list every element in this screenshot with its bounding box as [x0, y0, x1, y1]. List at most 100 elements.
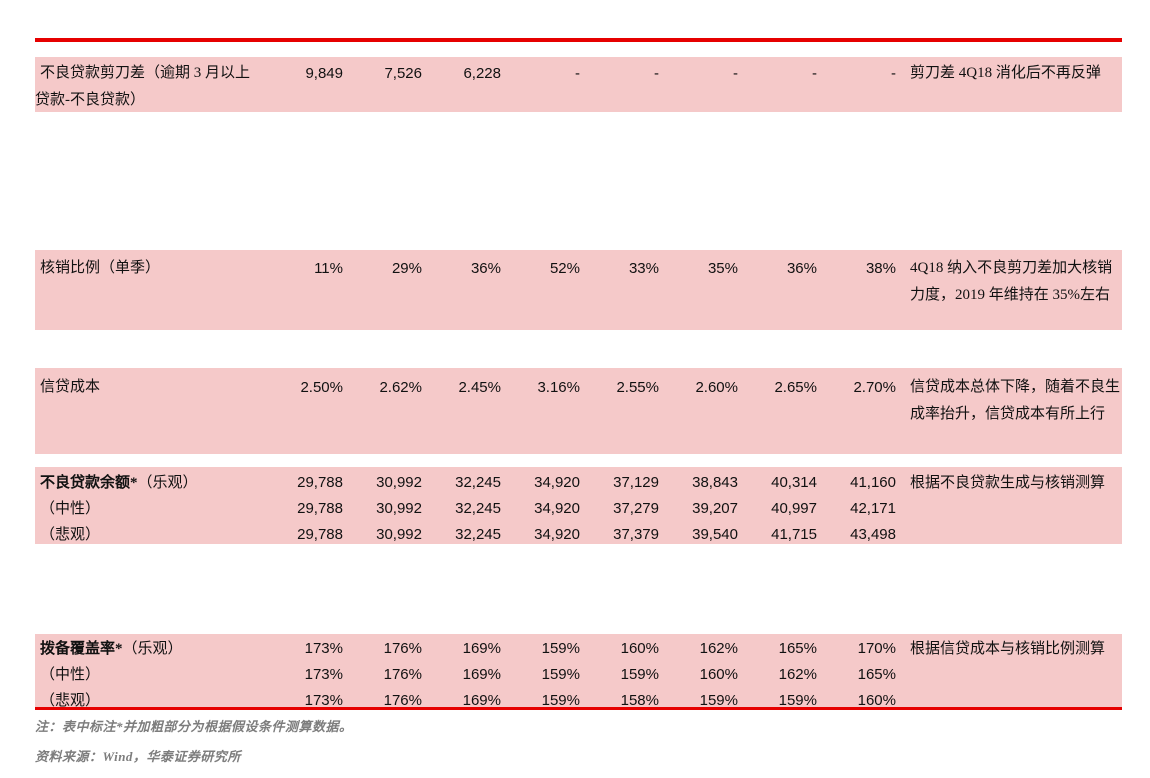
value-cell: 52%: [549, 260, 580, 277]
value-cell: 169%: [462, 666, 501, 683]
table-row: 信贷成本 2.50% 2.62% 2.45% 3.16% 2.55% 2.60%…: [35, 374, 1122, 428]
value-cell: 176%: [383, 640, 422, 657]
value-cell: 37,129: [613, 474, 659, 491]
value-cell: 7,526: [384, 65, 422, 82]
value-cell: 176%: [383, 692, 422, 709]
row-note: 剪刀差 4Q18 消化后不再反弹: [910, 65, 1101, 81]
row-label: 核销比例（单季）: [35, 255, 270, 282]
value-cell: 2.70%: [853, 379, 896, 396]
value-cell: 165%: [778, 640, 817, 657]
value-cell: 162%: [699, 640, 738, 657]
value-cell: 159%: [541, 640, 580, 657]
table-row: 不良贷款余额*（乐观） 29,788 30,992 32,245 34,920 …: [35, 470, 1122, 496]
table-row-group: 不良贷款剪刀差（逾期 3 月以上贷款-不良贷款） 9,849 7,526 6,2…: [35, 57, 1122, 112]
value-cell: 30,992: [376, 526, 422, 543]
value-cell: 2.65%: [774, 379, 817, 396]
value-cell: 29,788: [297, 474, 343, 491]
row-label-text: （乐观）: [122, 641, 183, 657]
value-cell: 42,171: [850, 500, 896, 517]
value-cell: 159%: [541, 666, 580, 683]
value-cell: 30,992: [376, 500, 422, 517]
value-cell: 6,228: [463, 65, 501, 82]
row-label-text: （悲观）: [40, 693, 101, 709]
row-label: （中性）: [35, 662, 270, 688]
value-cell: 35%: [707, 260, 738, 277]
row-label: 拨备覆盖率*（乐观）: [35, 636, 270, 662]
row-label: （悲观）: [35, 688, 270, 714]
row-label: （悲观）: [35, 522, 270, 548]
table-bottom-rule: [35, 707, 1122, 710]
value-cell: 165%: [857, 666, 896, 683]
value-cell: 173%: [304, 666, 343, 683]
value-cell: 159%: [620, 666, 659, 683]
value-cell: 43,498: [850, 526, 896, 543]
value-cell: 34,920: [534, 500, 580, 517]
value-cell: 173%: [304, 640, 343, 657]
row-label: 不良贷款剪刀差（逾期 3 月以上贷款-不良贷款）: [35, 60, 270, 114]
row-label-text: （悲观）: [40, 527, 101, 543]
value-cell: 38,843: [692, 474, 738, 491]
table-row: （悲观） 29,788 30,992 32,245 34,920 37,379 …: [35, 522, 1122, 548]
table-row: （悲观） 173% 176% 169% 159% 158% 159% 159% …: [35, 688, 1122, 714]
value-cell: 2.60%: [695, 379, 738, 396]
value-cell: 29%: [391, 260, 422, 277]
row-label-text: 不良贷款剪刀差（逾期 3 月以上贷款-不良贷款）: [35, 65, 251, 108]
table-row-group: 拨备覆盖率*（乐观） 173% 176% 169% 159% 160% 162%…: [35, 634, 1122, 709]
value-cell: 32,245: [455, 474, 501, 491]
row-note: 4Q18 纳入不良剪刀差加大核销力度，2019 年维持在 35%左右: [910, 260, 1113, 303]
value-cell: 2.62%: [379, 379, 422, 396]
value-cell: 41,160: [850, 474, 896, 491]
value-cell: 160%: [620, 640, 659, 657]
row-label-text: 核销比例（单季）: [40, 260, 161, 276]
value-cell: 160%: [857, 692, 896, 709]
value-cell: -: [575, 65, 580, 82]
value-cell: 39,207: [692, 500, 738, 517]
value-cell: 40,997: [771, 500, 817, 517]
value-cell: 2.50%: [300, 379, 343, 396]
value-cell: 159%: [541, 692, 580, 709]
value-cell: 34,920: [534, 526, 580, 543]
value-cell: 2.45%: [458, 379, 501, 396]
row-note: 根据不良贷款生成与核销测算: [910, 475, 1106, 491]
value-cell: 33%: [628, 260, 659, 277]
value-cell: 30,992: [376, 474, 422, 491]
row-label-text: 信贷成本: [40, 379, 101, 395]
table-row-group: 核销比例（单季） 11% 29% 36% 52% 33% 35% 36% 38%…: [35, 250, 1122, 330]
row-label-text: （中性）: [40, 501, 101, 517]
value-cell: 34,920: [534, 474, 580, 491]
value-cell: -: [654, 65, 659, 82]
row-label: 不良贷款余额*（乐观）: [35, 470, 270, 496]
value-cell: 169%: [462, 692, 501, 709]
value-cell: 39,540: [692, 526, 738, 543]
value-cell: 158%: [620, 692, 659, 709]
row-label-text: （中性）: [40, 667, 101, 683]
value-cell: 32,245: [455, 500, 501, 517]
value-cell: 9,849: [305, 65, 343, 82]
value-cell: 162%: [778, 666, 817, 683]
value-cell: 159%: [778, 692, 817, 709]
row-label-bold: 拨备覆盖率*: [40, 641, 123, 657]
value-cell: 3.16%: [537, 379, 580, 396]
row-note: 根据信贷成本与核销比例测算: [910, 641, 1106, 657]
value-cell: 2.55%: [616, 379, 659, 396]
value-cell: 173%: [304, 692, 343, 709]
value-cell: -: [891, 65, 896, 82]
row-label-bold: 不良贷款余额*: [40, 475, 138, 491]
value-cell: 37,379: [613, 526, 659, 543]
value-cell: -: [812, 65, 817, 82]
value-cell: 32,245: [455, 526, 501, 543]
table-row-group: 不良贷款余额*（乐观） 29,788 30,992 32,245 34,920 …: [35, 467, 1122, 544]
value-cell: 176%: [383, 666, 422, 683]
table-top-rule: [35, 38, 1122, 42]
value-cell: 36%: [470, 260, 501, 277]
value-cell: 11%: [314, 260, 343, 277]
value-cell: 36%: [786, 260, 817, 277]
row-label-text: （乐观）: [137, 475, 198, 491]
source-note: 资料来源：Wind，华泰证券研究所: [35, 749, 241, 764]
table-footnote: 注：表中标注*并加粗部分为根据假设条件测算数据。: [35, 719, 353, 734]
table-row: 不良贷款剪刀差（逾期 3 月以上贷款-不良贷款） 9,849 7,526 6,2…: [35, 60, 1122, 114]
value-cell: 170%: [857, 640, 896, 657]
value-cell: 38%: [865, 260, 896, 277]
value-cell: 160%: [699, 666, 738, 683]
